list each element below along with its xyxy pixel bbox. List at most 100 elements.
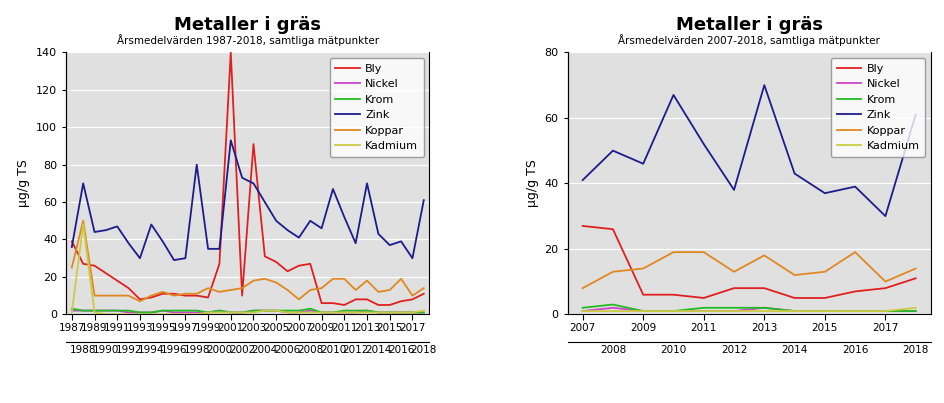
- Zink: [77, 181, 89, 186]
- Kadmium: [157, 312, 168, 317]
- Krom: [667, 309, 679, 314]
- Krom: [293, 308, 304, 313]
- Zink: [134, 256, 145, 261]
- Zink: [637, 161, 649, 166]
- Koppar: [338, 276, 349, 281]
- Koppar: [909, 266, 920, 271]
- Line: Koppar: Koppar: [582, 252, 915, 288]
- Bly: [395, 299, 406, 304]
- Kadmium: [607, 309, 618, 314]
- Bly: [637, 292, 649, 297]
- Koppar: [667, 250, 679, 255]
- Text: Årsmedelvärden 1987-2018, samtliga mätpunkter: Årsmedelvärden 1987-2018, samtliga mätpu…: [117, 34, 379, 46]
- Krom: [406, 310, 417, 315]
- Nickel: [236, 310, 247, 315]
- Nickel: [225, 310, 236, 315]
- Kadmium: [304, 310, 315, 315]
- Nickel: [338, 310, 349, 315]
- Kadmium: [123, 312, 134, 317]
- Koppar: [728, 269, 739, 274]
- Kadmium: [100, 312, 111, 317]
- Nickel: [270, 308, 281, 313]
- Krom: [202, 310, 213, 315]
- Bly: [315, 301, 327, 305]
- Title: Metaller i gräs: Metaller i gräs: [174, 16, 321, 34]
- Koppar: [270, 280, 281, 285]
- Bly: [849, 289, 860, 294]
- Bly: [270, 260, 281, 264]
- Text: Årsmedelvärden 2007-2018, samtliga mätpunkter: Årsmedelvärden 2007-2018, samtliga mätpu…: [617, 34, 879, 46]
- Bly: [818, 295, 830, 300]
- Zink: [406, 256, 417, 261]
- Koppar: [758, 253, 769, 258]
- Zink: [168, 258, 179, 262]
- Koppar: [698, 250, 709, 255]
- Zink: [728, 187, 739, 192]
- Koppar: [372, 289, 383, 294]
- Nickel: [168, 310, 179, 315]
- Kadmium: [168, 312, 179, 317]
- Kadmium: [270, 308, 281, 313]
- Krom: [225, 310, 236, 315]
- Zink: [818, 191, 830, 195]
- Krom: [637, 309, 649, 314]
- Nickel: [123, 310, 134, 315]
- Kadmium: [395, 310, 406, 315]
- Nickel: [247, 308, 259, 313]
- Bly: [89, 263, 100, 268]
- Nickel: [349, 310, 361, 315]
- Koppar: [168, 293, 179, 298]
- Kadmium: [179, 312, 191, 317]
- Nickel: [66, 308, 77, 313]
- Line: Kadmium: Kadmium: [72, 224, 423, 314]
- Krom: [179, 308, 191, 313]
- Nickel: [667, 309, 679, 314]
- Nickel: [637, 309, 649, 314]
- Zink: [179, 256, 191, 261]
- Zink: [202, 247, 213, 251]
- Zink: [758, 83, 769, 87]
- Krom: [123, 308, 134, 313]
- Nickel: [361, 308, 372, 313]
- Koppar: [225, 288, 236, 293]
- Kadmium: [315, 310, 327, 315]
- Bly: [168, 291, 179, 296]
- Krom: [304, 306, 315, 311]
- Krom: [349, 308, 361, 313]
- Kadmium: [879, 309, 890, 314]
- Krom: [157, 308, 168, 313]
- Nickel: [89, 308, 100, 313]
- Bly: [145, 295, 157, 300]
- Zink: [123, 241, 134, 246]
- Nickel: [698, 309, 709, 314]
- Line: Krom: Krom: [582, 305, 915, 311]
- Nickel: [134, 310, 145, 315]
- Nickel: [395, 310, 406, 315]
- Kadmium: [293, 310, 304, 315]
- Kadmium: [236, 310, 247, 315]
- Nickel: [202, 310, 213, 315]
- Bly: [281, 269, 293, 274]
- Kadmium: [77, 222, 89, 227]
- Koppar: [637, 266, 649, 271]
- Kadmium: [134, 312, 145, 317]
- Koppar: [406, 293, 417, 298]
- Koppar: [191, 291, 202, 296]
- Kadmium: [66, 310, 77, 315]
- Bly: [909, 276, 920, 281]
- Zink: [372, 231, 383, 236]
- Line: Nickel: Nickel: [582, 308, 915, 311]
- Krom: [191, 308, 202, 313]
- Krom: [818, 309, 830, 314]
- Zink: [66, 245, 77, 249]
- Bly: [667, 292, 679, 297]
- Nickel: [607, 305, 618, 310]
- Koppar: [259, 276, 270, 281]
- Krom: [728, 305, 739, 310]
- Zink: [849, 184, 860, 189]
- Bly: [788, 295, 800, 300]
- Kadmium: [728, 309, 739, 314]
- Krom: [383, 310, 395, 315]
- Title: Metaller i gräs: Metaller i gräs: [675, 16, 822, 34]
- Zink: [607, 148, 618, 153]
